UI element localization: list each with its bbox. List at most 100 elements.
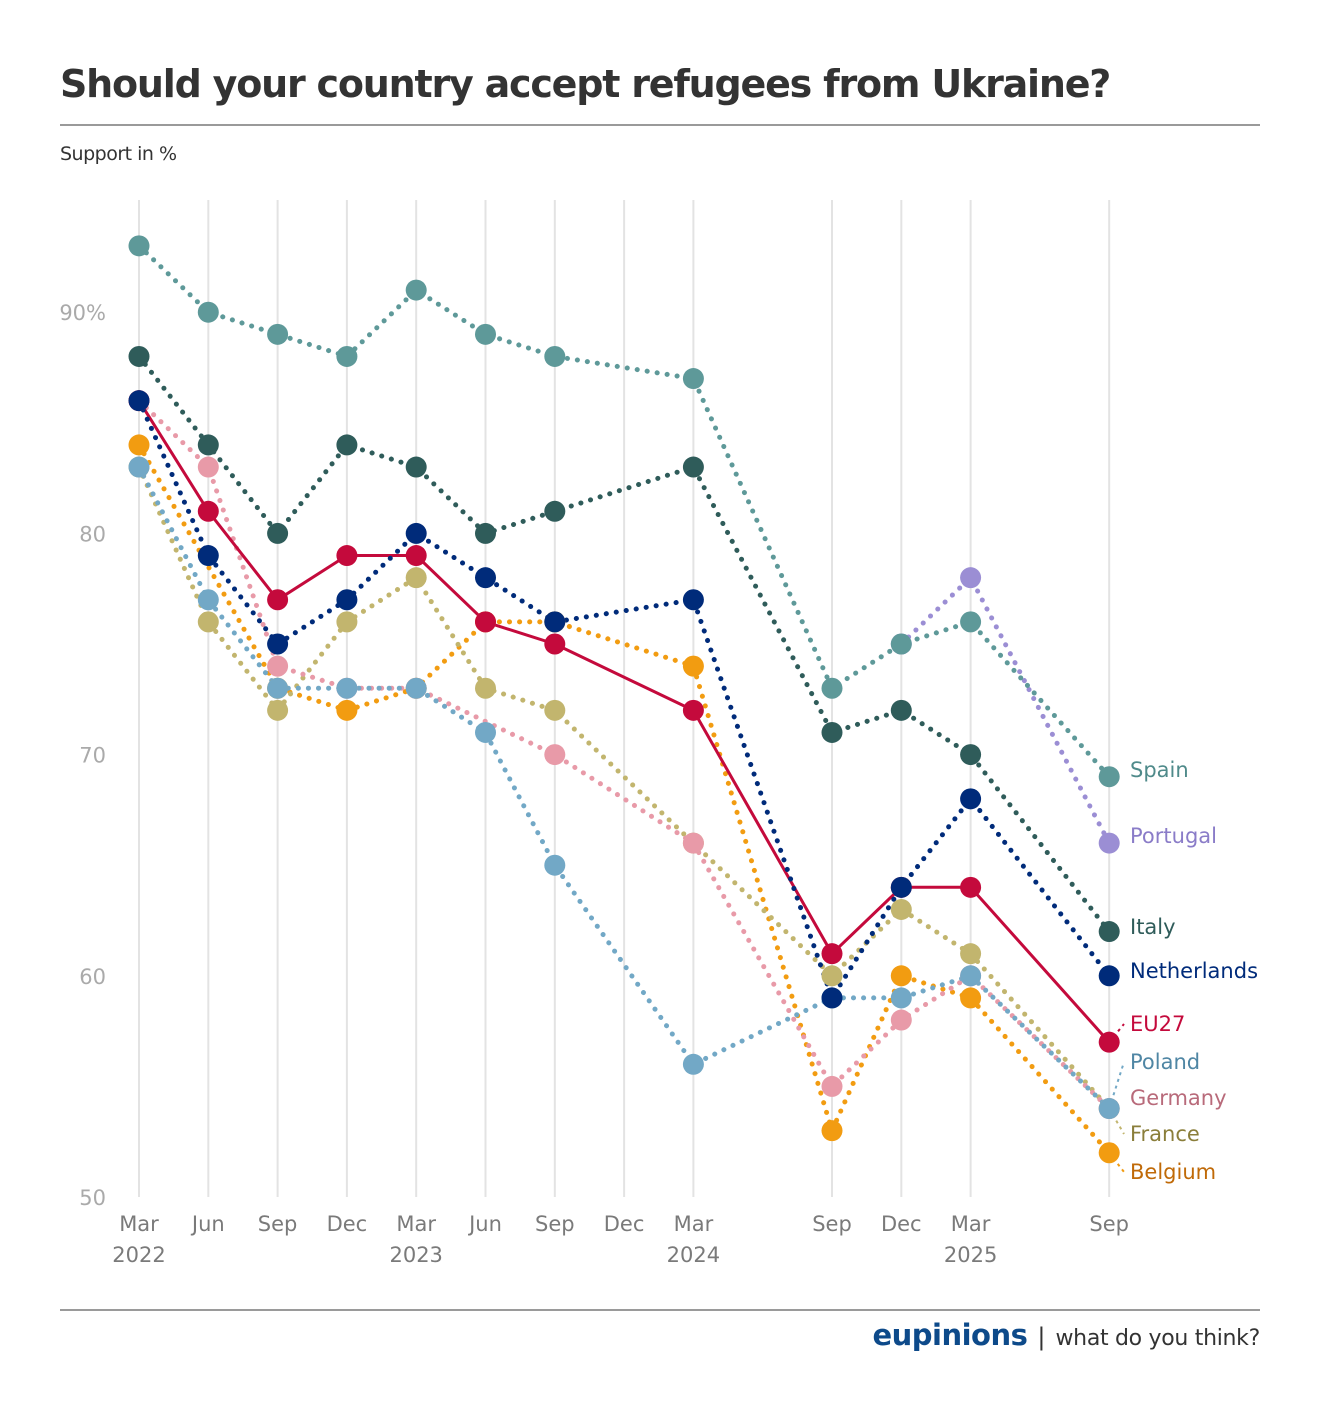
marker-france [890,898,912,920]
series-label-spain: Spain [1130,758,1189,782]
marker-spain [960,611,982,633]
marker-netherlands [1098,965,1120,987]
brand-logo: eupinions [872,1318,1028,1352]
line-poland [136,464,1112,1111]
marker-netherlands [267,633,289,655]
marker-italy [197,434,219,456]
x-tick-year: 2023 [389,1243,442,1267]
marker-eu27 [544,633,566,655]
footer-separator: | [1037,1323,1046,1351]
marker-belgium [1098,1142,1120,1164]
marker-italy [405,456,427,478]
x-tick-label: Sep [258,1212,298,1236]
marker-spain [128,235,150,257]
marker-eu27 [336,545,358,567]
series-label-belgium: Belgium [1130,1160,1216,1184]
marker-netherlands [197,545,219,567]
marker-poland [336,677,358,699]
marker-germany [267,655,289,677]
marker-italy [475,522,496,544]
y-tick-label: 50 [79,1186,106,1210]
marker-italy [682,456,704,478]
marker-spain [1098,766,1120,788]
marker-portugal [1098,832,1120,854]
marker-eu27 [405,545,427,567]
marker-spain [890,633,912,655]
y-tick-label: 90% [59,301,106,325]
x-tick-year: 2022 [112,1243,165,1267]
y-tick-label: 80 [79,522,106,546]
marker-italy [128,345,150,367]
line-france [136,464,1112,1111]
line-chart: 50 60 70 80 90% Mar 2022 Jun Sep Dec Mar 2023 Jun Se… [59,200,1258,1267]
marker-italy [267,522,289,544]
line-spain [136,243,1112,780]
line-italy [136,353,1112,935]
marker-belgium [336,699,358,721]
x-tick-year: 2024 [667,1243,720,1267]
marker-netherlands [405,522,427,544]
marker-eu27 [960,876,982,898]
x-tick-label: Mar [951,1212,991,1236]
x-axis: Mar 2022 Jun Sep Dec Mar 2023 Jun Sep Dec Mar 2024 S… [112,1212,1129,1267]
marker-portugal [960,567,982,589]
marker-germany [890,1009,912,1031]
gridlines [138,200,1111,1197]
marker-netherlands [128,390,150,412]
y-tick-label: 70 [79,744,106,768]
marker-poland [267,677,289,699]
marker-belgium [890,965,912,987]
marker-spain [405,279,427,301]
leader-france [1108,1108,1125,1135]
line-netherlands [136,398,1112,1001]
marker-netherlands [544,611,566,633]
x-tick-year: 2025 [944,1243,997,1267]
series-label-portugal: Portugal [1130,824,1217,848]
marker-eu27 [197,500,219,522]
marker-poland [128,456,150,478]
marker-france [475,677,496,699]
series-label-poland: Poland [1130,1050,1200,1074]
footer-tagline: what do you think? [1055,1326,1260,1351]
x-tick-label: Sep [812,1212,852,1236]
marker-eu27 [821,943,843,965]
line-portugal [898,575,1112,846]
marker-spain [682,368,704,390]
marker-belgium [821,1120,843,1142]
marker-spain [267,323,289,345]
x-tick-label: Sep [535,1212,575,1236]
marker-eu27 [475,611,496,633]
y-axis: 50 60 70 80 90% [59,301,106,1210]
x-tick-label: Mar [119,1212,159,1236]
y-tick-label: 60 [79,965,106,989]
marker-netherlands [821,987,843,1009]
marker-spain [544,345,566,367]
line-germany [136,398,1112,1111]
marker-eu27 [682,699,704,721]
series-label-germany: Germany [1130,1086,1227,1110]
marker-netherlands [475,567,496,589]
marker-belgium [682,655,704,677]
series-label-eu27: EU27 [1130,1012,1185,1036]
marker-netherlands [890,876,912,898]
x-tick-label: Sep [1089,1212,1129,1236]
marker-poland [475,721,496,743]
footer: eupinions | what do you think? [872,1318,1260,1352]
marker-poland [1098,1098,1120,1120]
marker-poland [682,1053,704,1075]
marker-spain [336,345,358,367]
x-tick-label: Mar [674,1212,714,1236]
marker-poland [890,987,912,1009]
marker-france [405,567,427,589]
x-tick-label: Dec [881,1212,922,1236]
marker-france [197,611,219,633]
marker-netherlands [682,589,704,611]
marker-germany [197,456,219,478]
marker-eu27 [267,589,289,611]
marker-belgium [128,434,150,456]
marker-poland [960,965,982,987]
marker-germany [544,744,566,766]
series-markers [128,235,1120,1164]
series-label-netherlands: Netherlands [1130,959,1258,983]
x-tick-label: Dec [327,1212,368,1236]
